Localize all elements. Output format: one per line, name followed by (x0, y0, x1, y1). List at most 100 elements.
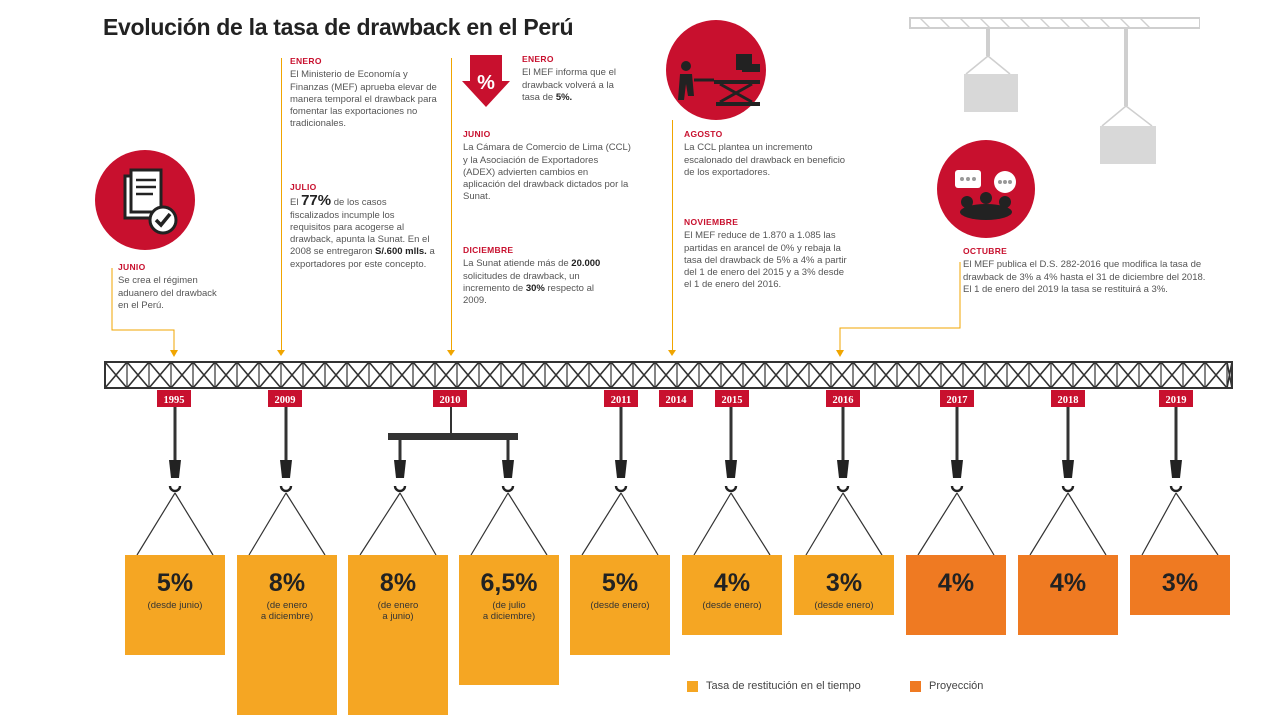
bar-sublabel: (de enero (267, 600, 308, 611)
annotation-2014-noviembre: NOVIEMBRE El MEF reduce de 1.870 a 1.085… (684, 217, 847, 291)
hook-block (837, 460, 849, 478)
timeline-truss (104, 361, 1233, 389)
bar-2011 (570, 555, 670, 655)
annotation-1995-junio: JUNIO Se crea el régimen aduanero del dr… (118, 262, 217, 311)
hook-block (1170, 460, 1182, 478)
year-tag-2019 (1159, 390, 1193, 407)
bar-value-label: 4% (714, 569, 750, 597)
annotation-2009-enero: ENERO El Ministerio de Economía y Finanz… (290, 56, 437, 130)
bar-sublabel: (desde enero) (702, 600, 761, 611)
hook-icon (614, 485, 628, 493)
truss-cross (632, 361, 656, 389)
year-label-2014: 2014 (666, 395, 688, 406)
bar-value-label: 8% (269, 569, 305, 597)
hook-block (169, 460, 181, 478)
truss-cross (478, 361, 502, 389)
hook-icon (836, 485, 850, 493)
bar-2017 (906, 555, 1006, 635)
bar-sublabel: (de enero (378, 600, 419, 611)
connector-2010-arrow (447, 350, 455, 356)
bar-group-6: 3% (desde enero) (794, 407, 894, 615)
truss-cross (324, 361, 348, 389)
connector-2014-arrow (668, 350, 676, 356)
bar-value-label: 6,5% (481, 569, 538, 597)
truss-cross (1138, 361, 1162, 389)
bar-sublabel: (desde enero) (590, 600, 649, 611)
truss-cross (236, 361, 260, 389)
hook-block (1062, 460, 1074, 478)
spreader-bar-2010 (388, 433, 518, 440)
year-tag-2011 (604, 390, 638, 407)
meeting-icon (937, 140, 1035, 238)
bar-value-label: 5% (157, 569, 193, 597)
truss-cross (412, 361, 436, 389)
truss-cross (918, 361, 942, 389)
truss-cross (984, 361, 1008, 389)
truss-cross (1094, 361, 1118, 389)
truss-cross (830, 361, 854, 389)
truss-cross (764, 361, 788, 389)
bar-group-7: 4% (906, 407, 1006, 635)
hook-block (615, 460, 627, 478)
year-tag-2016 (826, 390, 860, 407)
bar-value-label: 4% (1050, 569, 1086, 597)
year-label-2010: 2010 (440, 395, 461, 406)
year-label-2015: 2015 (722, 395, 743, 406)
sling (470, 492, 548, 556)
truss-cross (676, 361, 700, 389)
annotation-2016-octubre: OCTUBRE El MEF publica el D.S. 282-2016 … (963, 246, 1206, 295)
bar-group-5: 4% (desde enero) (682, 407, 782, 635)
truss-cross (390, 361, 414, 389)
truss-cross (808, 361, 832, 389)
legend-label-projection: Proyección (929, 680, 984, 692)
truss-cross (1204, 361, 1228, 389)
bar-value-label: 4% (938, 569, 974, 597)
legend-swatch-projection (910, 680, 921, 692)
hook-block (280, 460, 292, 478)
bar-2015 (682, 555, 782, 635)
sling (1141, 492, 1219, 556)
truss-cross (698, 361, 722, 389)
truss-cross (962, 361, 986, 389)
bar-group-8: 4% (1018, 407, 1118, 635)
bar-group-4: 5% (desde enero) (570, 407, 670, 655)
connector-2014 (672, 120, 673, 350)
bar-2018 (1018, 555, 1118, 635)
year-tag-2010 (433, 390, 467, 407)
bar-sublabel: (de julio (492, 600, 525, 611)
truss-cross (588, 361, 612, 389)
overhead-crane-illustration (909, 17, 1200, 164)
hook-icon (1061, 485, 1075, 493)
year-tag-2014 (659, 390, 693, 407)
svg-text:%: % (477, 72, 495, 94)
hook-icon (1169, 485, 1183, 493)
hook-icon (950, 485, 964, 493)
truss-cross (852, 361, 876, 389)
truss-cross (280, 361, 304, 389)
document-check-icon (95, 150, 195, 250)
sling (805, 492, 883, 556)
sling (359, 492, 437, 556)
bar-sublabel: (desde enero) (814, 600, 873, 611)
bar-2009 (237, 555, 337, 715)
legend-swatch-actual (687, 680, 698, 692)
legend-label-actual: Tasa de restitución en el tiempo (706, 680, 861, 692)
truss-cross (434, 361, 458, 389)
connector-2009-arrow (277, 350, 285, 356)
annotation-2010-diciembre: DICIEMBRE La Sunat atiende más de 20.000… (463, 245, 601, 307)
sling (581, 492, 659, 556)
connector-1995 (111, 262, 961, 357)
hook-block (502, 460, 514, 478)
year-label-2009: 2009 (275, 395, 296, 406)
truss-cross (1226, 361, 1233, 389)
truss-cross (874, 361, 898, 389)
truss-cross (500, 361, 524, 389)
annotation-2010-enero: ENERO El MEF informa que el drawback vol… (522, 54, 616, 103)
bar-group-0: 5% (desde junio) (125, 407, 225, 655)
year-label-1995: 1995 (164, 395, 185, 406)
legend-projection: Proyección (910, 680, 983, 692)
truss-cross (896, 361, 920, 389)
truss-cross (214, 361, 238, 389)
